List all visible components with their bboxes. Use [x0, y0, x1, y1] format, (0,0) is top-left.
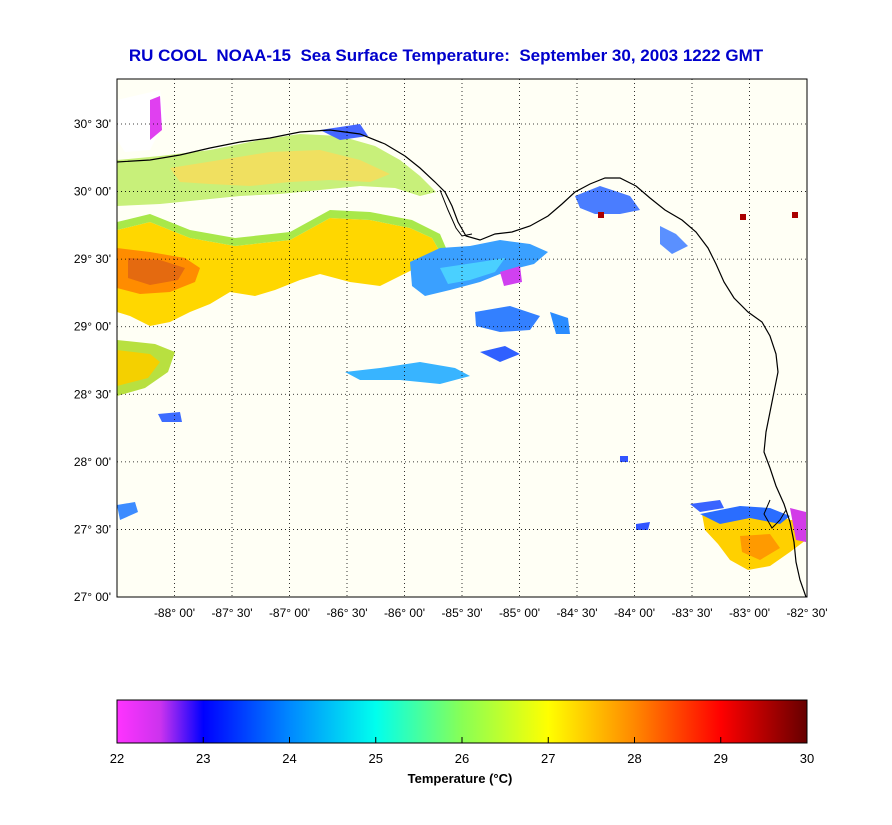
coastline-tampa-bay: [763, 499, 787, 529]
coastline-apalachicola: [439, 189, 473, 237]
map-title: RU COOL NOAA-15 Sea Surface Temperature:…: [128, 46, 764, 65]
sst-patch-west-south-core: [117, 350, 160, 386]
map-frame: [116, 78, 808, 598]
longitude-tick-labels: -88° 00' -87° 30' -87° 00' -86° 30' -86° 00'…: [154, 606, 828, 620]
colorbar-title: Temperature (°C): [408, 771, 513, 786]
colorbar-tick-label: 25: [369, 751, 383, 766]
lat-tick-label: 27° 30': [74, 522, 111, 536]
lon-tick-label: -87° 00': [269, 606, 310, 620]
sst-patch-offshore-sw: [690, 500, 724, 512]
colorbar-tick-label: 22: [110, 751, 124, 766]
sst-patch-red-1: [598, 212, 604, 218]
colorbar-tick-label: 27: [541, 751, 555, 766]
sst-patch-sw-2: [158, 412, 182, 422]
sst-patch-magenta-2: [500, 266, 522, 286]
sst-patch-mid-3: [345, 362, 470, 384]
colorbar-tick-label: 24: [282, 751, 296, 766]
lat-tick-label: 30° 30': [74, 117, 111, 131]
latitude-tick-labels: 30° 30' 30° 00' 29° 30' 29° 00' 28° 30' 28° 0…: [74, 117, 111, 604]
sst-patch-nature-coast: [660, 226, 688, 254]
lon-tick-label: -85° 00': [499, 606, 540, 620]
lat-tick-label: 29° 00': [74, 320, 111, 334]
lon-tick-label: -84° 30': [556, 606, 597, 620]
colorbar-tick-label: 23: [196, 751, 210, 766]
sst-patch-sw-1: [117, 502, 138, 520]
sst-patch-nearshore-warm: [170, 150, 390, 186]
sst-patch-red-3: [792, 212, 798, 218]
lon-tick-label: -82° 30': [786, 606, 827, 620]
sst-patch-dot-2: [636, 522, 650, 530]
lon-tick-label: -86° 00': [384, 606, 425, 620]
colorbar-tick-label: 30: [800, 751, 814, 766]
sst-patch-red-2: [740, 214, 746, 220]
lon-tick-label: -83° 00': [729, 606, 770, 620]
lat-tick-label: 28° 30': [74, 387, 111, 401]
lat-tick-label: 30° 00': [74, 185, 111, 199]
sst-patch-mid-4: [480, 346, 520, 362]
sst-patch-west-green-rim: [117, 210, 446, 252]
colorbar-tick-label: 26: [455, 751, 469, 766]
colorbar: [116, 699, 808, 744]
sst-data-layer: [117, 90, 807, 597]
lat-tick-label: 27° 00': [74, 590, 111, 604]
lon-tick-label: -86° 30': [326, 606, 367, 620]
sst-patch-cedarkey: [575, 186, 640, 214]
sst-patch-dot-1: [620, 456, 628, 462]
sst-patch-bigbend-2: [440, 258, 505, 284]
sst-patch-mid-1: [475, 306, 540, 332]
lon-tick-label: -88° 00': [154, 606, 195, 620]
colorbar-ticks: 22 23 24 25 26 27 28 29 30: [110, 737, 814, 766]
sst-patch-tampa-orange: [740, 534, 780, 560]
sst-patch-west-warm: [117, 218, 440, 326]
lon-tick-label: -87° 30': [211, 606, 252, 620]
lat-tick-label: 29° 30': [74, 252, 111, 266]
sst-patch-tampa-magenta: [790, 508, 806, 542]
lon-tick-label: -85° 30': [441, 606, 482, 620]
colorbar-tick-label: 29: [714, 751, 728, 766]
lat-tick-label: 28° 00': [74, 455, 111, 469]
colorbar-tick-label: 28: [627, 751, 641, 766]
sst-patch-magenta-1: [150, 96, 162, 140]
coastline-panhandle: [117, 129, 807, 597]
sst-patch-mid-2: [550, 312, 570, 334]
sst-patch-west-hot: [128, 258, 185, 285]
lon-tick-label: -83° 30': [671, 606, 712, 620]
lon-tick-label: -84° 00': [614, 606, 655, 620]
